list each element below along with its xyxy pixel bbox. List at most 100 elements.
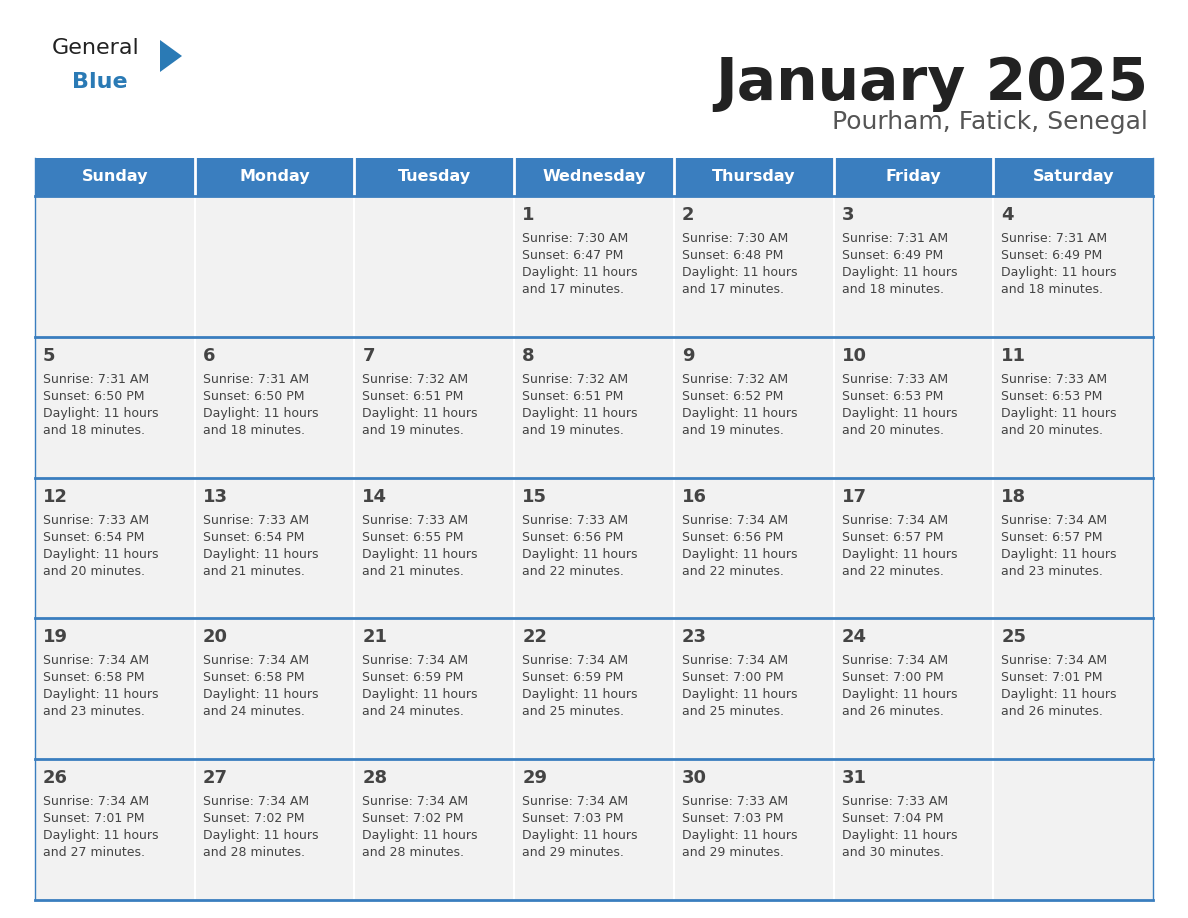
Bar xyxy=(514,337,674,477)
Text: Daylight: 11 hours: Daylight: 11 hours xyxy=(682,266,797,279)
Text: Sunset: 6:59 PM: Sunset: 6:59 PM xyxy=(362,671,463,685)
Text: Sunrise: 7:34 AM: Sunrise: 7:34 AM xyxy=(523,795,628,808)
Text: 21: 21 xyxy=(362,629,387,646)
Bar xyxy=(514,196,674,337)
Text: Daylight: 11 hours: Daylight: 11 hours xyxy=(43,548,158,561)
Bar xyxy=(993,477,1154,619)
Text: Sunset: 6:47 PM: Sunset: 6:47 PM xyxy=(523,249,624,262)
Text: Sunset: 6:52 PM: Sunset: 6:52 PM xyxy=(682,390,783,403)
Text: Sunset: 7:01 PM: Sunset: 7:01 PM xyxy=(43,812,145,825)
Text: Blue: Blue xyxy=(72,72,127,92)
Text: Daylight: 11 hours: Daylight: 11 hours xyxy=(523,548,638,561)
Text: Sunset: 6:58 PM: Sunset: 6:58 PM xyxy=(203,671,304,685)
Text: Sunrise: 7:30 AM: Sunrise: 7:30 AM xyxy=(682,232,788,245)
Text: and 20 minutes.: and 20 minutes. xyxy=(1001,424,1104,437)
Text: Sunset: 6:58 PM: Sunset: 6:58 PM xyxy=(43,671,145,685)
Text: Sunset: 6:54 PM: Sunset: 6:54 PM xyxy=(43,531,145,543)
Bar xyxy=(514,759,674,900)
Text: Sunset: 6:56 PM: Sunset: 6:56 PM xyxy=(682,531,783,543)
Text: Sunset: 6:49 PM: Sunset: 6:49 PM xyxy=(1001,249,1102,262)
Bar xyxy=(354,337,514,477)
Bar xyxy=(34,337,195,477)
Text: 7: 7 xyxy=(362,347,375,364)
Bar xyxy=(34,158,195,196)
Text: Daylight: 11 hours: Daylight: 11 hours xyxy=(682,688,797,701)
Text: Sunrise: 7:31 AM: Sunrise: 7:31 AM xyxy=(1001,232,1107,245)
Bar xyxy=(834,158,993,196)
Text: Sunrise: 7:33 AM: Sunrise: 7:33 AM xyxy=(203,513,309,527)
Text: and 19 minutes.: and 19 minutes. xyxy=(523,424,624,437)
Text: 28: 28 xyxy=(362,769,387,788)
Text: Sunrise: 7:33 AM: Sunrise: 7:33 AM xyxy=(682,795,788,808)
Text: 1: 1 xyxy=(523,206,535,224)
Text: Sunset: 6:57 PM: Sunset: 6:57 PM xyxy=(1001,531,1102,543)
Bar xyxy=(993,759,1154,900)
Text: Sunset: 6:54 PM: Sunset: 6:54 PM xyxy=(203,531,304,543)
Text: Sunset: 6:51 PM: Sunset: 6:51 PM xyxy=(362,390,463,403)
Text: Daylight: 11 hours: Daylight: 11 hours xyxy=(841,829,958,842)
Text: Sunrise: 7:33 AM: Sunrise: 7:33 AM xyxy=(841,795,948,808)
Text: Sunset: 7:00 PM: Sunset: 7:00 PM xyxy=(841,671,943,685)
Text: Daylight: 11 hours: Daylight: 11 hours xyxy=(682,548,797,561)
Text: Daylight: 11 hours: Daylight: 11 hours xyxy=(43,829,158,842)
Text: Pourham, Fatick, Senegal: Pourham, Fatick, Senegal xyxy=(832,110,1148,134)
Text: Daylight: 11 hours: Daylight: 11 hours xyxy=(841,688,958,701)
Bar xyxy=(34,477,195,619)
Bar xyxy=(674,477,834,619)
Text: Sunrise: 7:34 AM: Sunrise: 7:34 AM xyxy=(841,655,948,667)
Text: 10: 10 xyxy=(841,347,866,364)
Text: Daylight: 11 hours: Daylight: 11 hours xyxy=(362,548,478,561)
Bar xyxy=(354,158,514,196)
Text: Sunrise: 7:33 AM: Sunrise: 7:33 AM xyxy=(362,513,468,527)
Text: and 29 minutes.: and 29 minutes. xyxy=(523,846,624,859)
Bar xyxy=(354,619,514,759)
Text: 30: 30 xyxy=(682,769,707,788)
Bar xyxy=(674,196,834,337)
Text: Sunrise: 7:34 AM: Sunrise: 7:34 AM xyxy=(203,655,309,667)
Text: Sunrise: 7:34 AM: Sunrise: 7:34 AM xyxy=(1001,655,1107,667)
Text: 4: 4 xyxy=(1001,206,1013,224)
Text: 13: 13 xyxy=(203,487,228,506)
Text: and 30 minutes.: and 30 minutes. xyxy=(841,846,943,859)
Text: Saturday: Saturday xyxy=(1032,170,1114,185)
Text: Sunrise: 7:34 AM: Sunrise: 7:34 AM xyxy=(203,795,309,808)
Bar xyxy=(34,619,195,759)
Bar xyxy=(195,337,354,477)
Text: Daylight: 11 hours: Daylight: 11 hours xyxy=(523,829,638,842)
Bar xyxy=(834,337,993,477)
Text: Sunset: 6:57 PM: Sunset: 6:57 PM xyxy=(841,531,943,543)
Text: Daylight: 11 hours: Daylight: 11 hours xyxy=(203,407,318,420)
Text: Daylight: 11 hours: Daylight: 11 hours xyxy=(682,407,797,420)
Text: and 20 minutes.: and 20 minutes. xyxy=(43,565,145,577)
Text: 19: 19 xyxy=(43,629,68,646)
Bar xyxy=(514,619,674,759)
Text: Daylight: 11 hours: Daylight: 11 hours xyxy=(841,266,958,279)
Text: Daylight: 11 hours: Daylight: 11 hours xyxy=(203,548,318,561)
Text: 9: 9 xyxy=(682,347,694,364)
Bar xyxy=(195,196,354,337)
Text: Daylight: 11 hours: Daylight: 11 hours xyxy=(682,829,797,842)
Text: Sunset: 7:03 PM: Sunset: 7:03 PM xyxy=(523,812,624,825)
Bar xyxy=(674,759,834,900)
Text: 14: 14 xyxy=(362,487,387,506)
Text: 17: 17 xyxy=(841,487,866,506)
Text: Sunrise: 7:34 AM: Sunrise: 7:34 AM xyxy=(43,655,150,667)
Bar xyxy=(514,477,674,619)
Text: Sunset: 6:48 PM: Sunset: 6:48 PM xyxy=(682,249,783,262)
Text: 8: 8 xyxy=(523,347,535,364)
Bar xyxy=(354,196,514,337)
Text: Sunrise: 7:33 AM: Sunrise: 7:33 AM xyxy=(1001,373,1107,386)
Text: and 22 minutes.: and 22 minutes. xyxy=(523,565,624,577)
Text: and 22 minutes.: and 22 minutes. xyxy=(682,565,784,577)
Text: 26: 26 xyxy=(43,769,68,788)
Text: and 25 minutes.: and 25 minutes. xyxy=(523,705,624,719)
Bar xyxy=(674,337,834,477)
Text: Daylight: 11 hours: Daylight: 11 hours xyxy=(43,407,158,420)
Text: Sunrise: 7:34 AM: Sunrise: 7:34 AM xyxy=(682,655,788,667)
Text: 23: 23 xyxy=(682,629,707,646)
Text: Daylight: 11 hours: Daylight: 11 hours xyxy=(203,688,318,701)
Bar xyxy=(834,759,993,900)
Text: Daylight: 11 hours: Daylight: 11 hours xyxy=(362,829,478,842)
Text: Daylight: 11 hours: Daylight: 11 hours xyxy=(841,407,958,420)
Text: 6: 6 xyxy=(203,347,215,364)
